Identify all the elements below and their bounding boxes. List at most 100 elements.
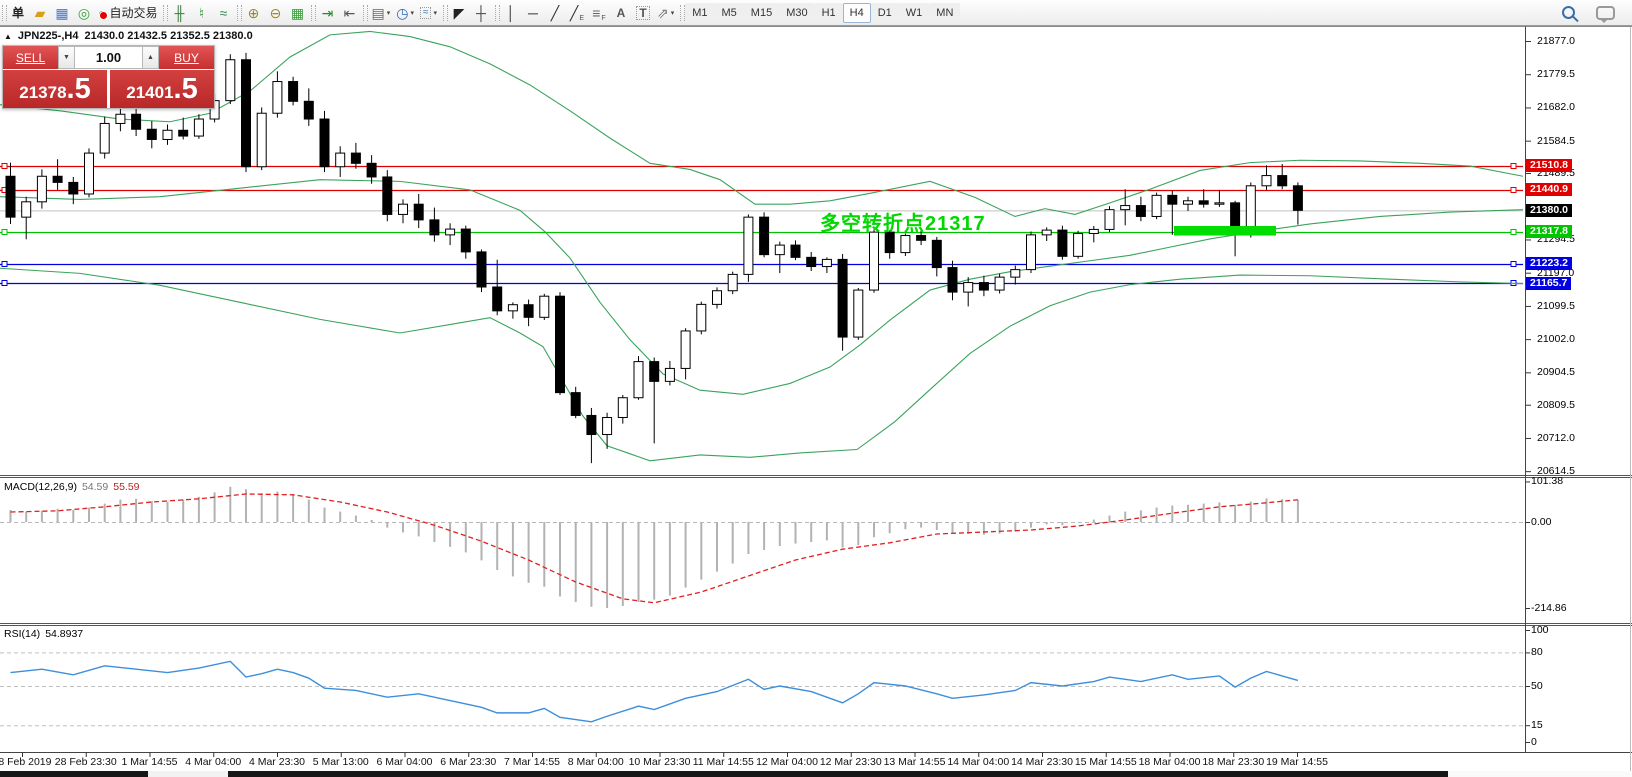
zoom-in-icon[interactable]: ⊕ <box>242 2 264 23</box>
one-click-trade-panel: SELL ▼ 1.00 ▲ BUY 21378 .5 21401 .5 <box>2 45 215 109</box>
fibonacci-icon[interactable]: ≡ F <box>588 2 610 23</box>
timeframe-h4[interactable]: H4 <box>842 2 871 23</box>
sell-price-main: 21378 <box>19 83 67 102</box>
symbol-title: JPN225-,H4 <box>17 30 79 42</box>
horizontal-line-icon[interactable]: ─ <box>522 2 544 23</box>
auto-scroll-icon: ⇥ <box>321 4 334 21</box>
chevron-down-icon: ▾ <box>670 9 675 17</box>
chat-button[interactable] <box>1593 2 1618 23</box>
timeframe-w1[interactable]: W1 <box>898 2 930 23</box>
text-icon[interactable]: A <box>610 2 632 23</box>
timeframe-m1[interactable]: M1 <box>685 2 715 23</box>
indicators-icon: ≈ <box>419 6 432 19</box>
text-icon: A <box>616 5 626 20</box>
new-chart-icon[interactable]: ▤ ▾ <box>368 2 393 23</box>
sell-price[interactable]: 21378 .5 <box>3 70 107 108</box>
line-chart-icon[interactable]: ≈ <box>212 2 234 23</box>
buy-price-frac: .5 <box>173 73 198 105</box>
buy-price-main: 21401 <box>126 83 174 102</box>
profiles-icon[interactable]: ◷ ▾ <box>393 2 417 23</box>
symbol-ohlc: 21430.0 21432.5 21352.5 21380.0 <box>84 30 253 42</box>
vertical-line-icon: │ <box>506 4 516 21</box>
windows-group: ▤ ▾ ◷ ▾ ≈ ▾ <box>362 1 442 25</box>
cursor-group: ◤ ┼ <box>442 1 494 25</box>
autotrading-button: ● <box>98 4 110 21</box>
objects-group: │ ─ ╱ ╱ E ≡ F A T ⇗ ▾ <box>494 1 679 25</box>
new-order-button: 单 <box>11 5 24 20</box>
symbol-info: ▲ JPN225-,H4 21430.0 21432.5 21352.5 213… <box>4 30 253 42</box>
chat-icon <box>1596 5 1615 23</box>
autotrading-button[interactable]: ● 自动交易 <box>95 2 160 23</box>
chevron-down-icon: ▾ <box>386 9 391 17</box>
taskbar-app-button[interactable] <box>148 771 228 777</box>
zoom-out-icon[interactable]: ⊖ <box>264 2 286 23</box>
text-label-icon[interactable]: T <box>632 2 654 23</box>
candlestick-chart-icon[interactable]: ♮ <box>190 2 212 23</box>
channel-icon: ╱ <box>569 4 579 21</box>
search-button[interactable] <box>1557 2 1579 23</box>
trendline-icon[interactable]: ╱ <box>544 2 566 23</box>
chart-shift-icon[interactable]: ⇤ <box>338 2 360 23</box>
candlestick-chart-icon: ♮ <box>198 4 204 21</box>
auto-scroll-icon[interactable]: ⇥ <box>316 2 338 23</box>
zoom-out-icon: ⊖ <box>269 4 282 21</box>
new-order-button[interactable]: 单 <box>7 2 29 23</box>
volume-increase-button[interactable]: ▲ <box>142 46 159 69</box>
buy-price[interactable]: 21401 .5 <box>110 70 214 108</box>
fibonacci-icon-sub: F <box>601 15 606 22</box>
toolbar-right <box>1557 2 1632 23</box>
signals-icon: ◎ <box>77 4 91 21</box>
zoom-group: ⊕ ⊖ ▦ <box>236 1 310 25</box>
volume-decrease-button[interactable]: ▼ <box>58 46 75 69</box>
arrows-icon: ⇗ <box>656 4 669 21</box>
scroll-group: ⇥ ⇤ <box>310 1 362 25</box>
arrows-icon[interactable]: ⇗ ▾ <box>654 2 677 23</box>
timeframe-m30[interactable]: M30 <box>779 2 815 23</box>
profiles-icon: ◷ <box>396 4 409 21</box>
indicators-icon[interactable]: ≈ ▾ <box>417 2 440 23</box>
signals-icon[interactable]: ◎ <box>73 2 95 23</box>
fibonacci-icon: ≡ <box>592 4 601 21</box>
horizontal-line-icon: ─ <box>528 4 538 21</box>
autotrading-button-label: 自动交易 <box>109 6 158 20</box>
timeframe-m5[interactable]: M5 <box>714 2 744 23</box>
bar-chart-icon[interactable]: ╫ <box>168 2 190 23</box>
channel-icon[interactable]: ╱ E <box>566 2 588 23</box>
sell-button[interactable]: SELL <box>3 46 58 69</box>
text-label-icon: T <box>636 5 650 20</box>
search-icon <box>1561 6 1575 19</box>
chevron-down-icon: ▾ <box>433 9 437 17</box>
timeframe-m15[interactable]: M15 <box>743 2 780 23</box>
chart-type-group: ╫ ♮ ≈ <box>162 1 236 25</box>
channel-icon-sub: E <box>579 15 585 22</box>
tile-windows-icon[interactable]: ▦ <box>286 2 308 23</box>
cursor-icon[interactable]: ◤ <box>448 2 470 23</box>
timeframe-group: M1 M5 M15 M30 H1 H4 D1 W1 MN <box>679 1 962 25</box>
toolbar: 单 ▰ ▦ ◎ ● 自动交易 ╫ ♮ ≈ ⊕ ⊖ ▦ ⇥ ⇤ ▤ ▾ ◷ ▾ ≈ ▾ ◤ ┼ │ ─ ╱ ╱ E ≡ F A T ⇗ ▾ M1 M5… <box>0 0 1632 26</box>
bar-chart-icon: ╫ <box>174 4 185 21</box>
annotation-text: 多空转折点21317 <box>820 211 986 235</box>
cursor-icon: ◤ <box>453 4 465 21</box>
chart-shift-icon: ⇤ <box>343 4 356 21</box>
new-chart-icon: ▤ <box>371 4 385 21</box>
trendline-icon: ╱ <box>550 4 560 21</box>
gold-bars-icon[interactable]: ▰ <box>29 2 51 23</box>
volume-input[interactable]: 1.00 <box>75 46 142 69</box>
buy-button[interactable]: BUY <box>159 46 214 69</box>
gold-bars-icon: ▰ <box>34 4 46 21</box>
timeframe-mn[interactable]: MN <box>929 2 961 23</box>
market-window-icon[interactable]: ▦ <box>51 2 73 23</box>
crosshair-icon: ┼ <box>476 4 486 21</box>
market-window-icon: ▦ <box>55 4 69 21</box>
vertical-line-icon[interactable]: │ <box>500 2 522 23</box>
timeframe-d1[interactable]: D1 <box>870 2 899 23</box>
chevron-down-icon: ▾ <box>410 9 414 17</box>
line-chart-icon: ≈ <box>219 4 228 21</box>
taskbar <box>0 771 1632 777</box>
crosshair-icon[interactable]: ┼ <box>470 2 492 23</box>
timeframe-h1[interactable]: H1 <box>814 2 843 23</box>
collapse-arrow-icon[interactable]: ▲ <box>4 31 12 41</box>
trade-group: 单 ▰ ▦ ◎ ● 自动交易 <box>1 1 162 25</box>
